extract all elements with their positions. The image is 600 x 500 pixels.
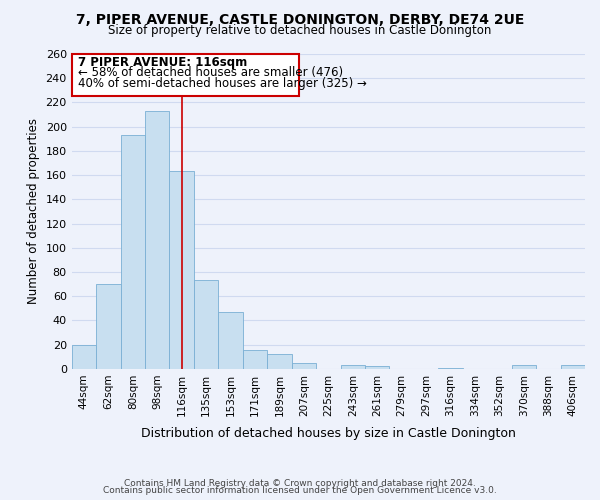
Bar [71,344,96,369]
Text: Contains public sector information licensed under the Open Government Licence v3: Contains public sector information licen… [103,486,497,495]
Bar [194,280,218,369]
Bar [96,284,121,369]
Bar [145,111,169,369]
Bar [267,354,292,369]
Bar [560,366,585,369]
Bar [218,312,243,369]
Text: 7 PIPER AVENUE: 116sqm: 7 PIPER AVENUE: 116sqm [78,56,247,69]
Bar [243,350,267,369]
Text: ← 58% of detached houses are smaller (476): ← 58% of detached houses are smaller (47… [78,66,343,79]
Bar [292,363,316,369]
Y-axis label: Number of detached properties: Number of detached properties [27,118,40,304]
Bar [512,366,536,369]
Text: Size of property relative to detached houses in Castle Donington: Size of property relative to detached ho… [109,24,491,37]
Bar [341,366,365,369]
Text: 40% of semi-detached houses are larger (325) →: 40% of semi-detached houses are larger (… [78,77,367,90]
Bar [439,368,463,369]
FancyBboxPatch shape [71,54,299,96]
Text: 7, PIPER AVENUE, CASTLE DONINGTON, DERBY, DE74 2UE: 7, PIPER AVENUE, CASTLE DONINGTON, DERBY… [76,12,524,26]
Text: Contains HM Land Registry data © Crown copyright and database right 2024.: Contains HM Land Registry data © Crown c… [124,478,476,488]
Bar [365,366,389,369]
Bar [121,135,145,369]
Bar [169,172,194,369]
X-axis label: Distribution of detached houses by size in Castle Donington: Distribution of detached houses by size … [141,427,516,440]
